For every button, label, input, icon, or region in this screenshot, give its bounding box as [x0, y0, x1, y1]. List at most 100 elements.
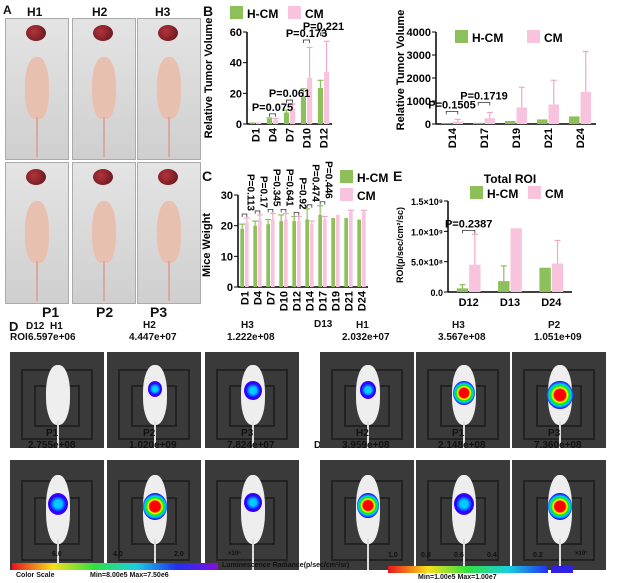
y-tick-label: 20	[221, 221, 233, 233]
scale-left-tick: 6.0	[52, 551, 62, 558]
p-value-label: P=0.075	[252, 102, 293, 114]
mouse-body	[92, 57, 116, 119]
bar-cm-d24	[362, 211, 366, 287]
y-tick-label: 1.0×10⁹	[411, 227, 443, 237]
mouse-photo	[5, 162, 69, 304]
imaging-panel	[10, 352, 104, 448]
legend-label: CM	[305, 7, 324, 21]
x-tick-label: D24	[541, 297, 562, 309]
y-tick-label: 4000	[407, 27, 431, 39]
bar-cm-d4	[258, 219, 262, 287]
significance-bracket	[445, 111, 459, 115]
p-value-label: P=0.345	[271, 169, 282, 207]
p-value-label: P=0.221	[303, 21, 344, 33]
mouse-body	[157, 57, 181, 119]
mouse-tail	[36, 117, 38, 157]
p-value-label: P=0.17	[258, 176, 269, 208]
bar-cm-d14	[452, 121, 464, 124]
bioluminescence-signal	[356, 493, 380, 518]
scale-right-tick: 0.2	[533, 552, 543, 559]
tumor-icon	[158, 25, 178, 41]
color-scale-bar-left	[12, 563, 218, 570]
mouse-tail	[57, 421, 59, 448]
legend-label: CM	[357, 189, 376, 203]
bar-h-cm-d4	[266, 118, 272, 124]
roi-value: 3.959e+08	[342, 440, 390, 451]
bar-cm-d7	[290, 108, 296, 124]
legend-swatch-h-cm	[455, 30, 468, 43]
imaging-panel	[205, 352, 299, 448]
bar-h-cm-d19	[331, 218, 335, 287]
chart-0: 0 20 40 60 Relative Tumor Volume D1 D4 D7 D10 D12…	[203, 6, 344, 148]
imaging-panel	[512, 460, 606, 570]
mouse-tail	[367, 421, 369, 448]
legend-label: H-CM	[247, 7, 278, 21]
scale-right-tick: 0.6	[454, 552, 464, 559]
significance-bracket	[267, 209, 274, 213]
mouse-tail	[103, 261, 105, 301]
mouse-tail	[168, 261, 170, 301]
mouse-tail	[559, 539, 561, 570]
mouse-body	[25, 201, 49, 263]
bioluminescence-signal	[359, 380, 377, 399]
panel-label-b: B	[203, 3, 214, 19]
y-tick-label: 1.5×10⁹	[411, 197, 443, 207]
imaging-panel	[320, 460, 414, 570]
roi-value: 2.755e+08	[28, 440, 76, 451]
x-tick-label: D19	[331, 291, 343, 311]
bar-cm-d12	[324, 71, 330, 124]
panel-label-a: A	[3, 3, 12, 17]
significance-bracket	[462, 229, 476, 234]
scale-left-tick: 2.0	[174, 551, 184, 558]
x-tick-label: D24	[357, 290, 369, 311]
p-value-label: P=0.2387	[445, 218, 492, 230]
bioluminescence-signal	[244, 493, 262, 513]
bar-h-cm-d10	[279, 221, 283, 287]
mouse-tail	[463, 421, 465, 448]
bar-cm-d17	[323, 219, 327, 287]
legend-label: H-CM	[472, 31, 503, 45]
mouse-id-label: P2	[548, 320, 561, 331]
roi-label-row1: ROI	[10, 332, 28, 343]
scale-left-exponent: ×10⁶	[228, 551, 241, 557]
mouse-tail	[168, 117, 170, 157]
mouse-id-label: H2	[143, 320, 156, 331]
mouse-tail	[154, 539, 156, 570]
mouse-tail	[559, 421, 561, 448]
bar-h-cm-d17	[318, 214, 322, 287]
bar-h-cm-d4	[253, 225, 257, 287]
bar-h-cm-d12	[317, 87, 323, 124]
mouse-photo	[72, 18, 136, 160]
x-tick-label: D17	[318, 291, 330, 311]
legend-swatch-cm	[340, 188, 353, 201]
mouse-id-label: H3	[452, 320, 465, 331]
p-value-label: P=0.173	[286, 28, 327, 40]
bar-cm-d10	[307, 78, 313, 124]
y-tick-label: 3000	[407, 50, 431, 62]
mouse-photo	[72, 162, 136, 304]
roi-value: 1.222e+08	[227, 332, 275, 343]
col-label-h2: H2	[92, 5, 108, 19]
y-tick-label: 30	[221, 190, 233, 202]
mouse-id-label: P1	[452, 428, 465, 439]
x-tick-label: D10	[302, 128, 314, 148]
bar-h-cm-d14	[440, 123, 452, 124]
bar-h-cm-d19	[504, 121, 516, 124]
legend-label: H-CM	[487, 187, 518, 201]
y-tick-label: 0	[425, 119, 431, 131]
significance-bracket	[319, 201, 326, 205]
bar-cm-d1	[256, 122, 262, 124]
imaging-panel	[107, 460, 201, 570]
x-tick-label: D12	[292, 291, 304, 311]
significance-bracket	[320, 32, 327, 36]
bioluminescence-signal	[547, 493, 573, 521]
y-axis-label: Relative Tumor Volume	[203, 18, 215, 139]
y-tick-label: 60	[230, 27, 242, 39]
mouse-id-label: H3	[241, 320, 254, 331]
mouse-id-label: P3	[548, 428, 561, 439]
mouse-tail	[367, 539, 369, 570]
p-value-label: P=0.92	[297, 177, 308, 209]
scale-left-tick: 4.0	[113, 551, 123, 558]
